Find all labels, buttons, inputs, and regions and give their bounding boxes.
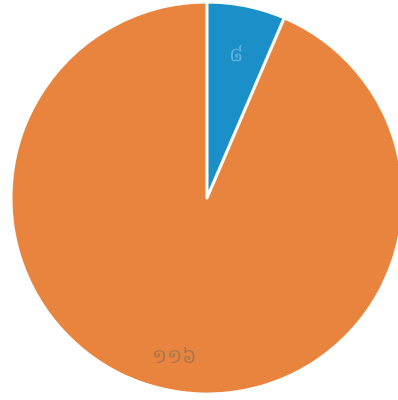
pie-slice-label-0: ៨ xyxy=(229,42,243,66)
pie-slice-label-1: ១១៦ xyxy=(152,344,196,368)
pie-slice-1 xyxy=(9,0,398,396)
